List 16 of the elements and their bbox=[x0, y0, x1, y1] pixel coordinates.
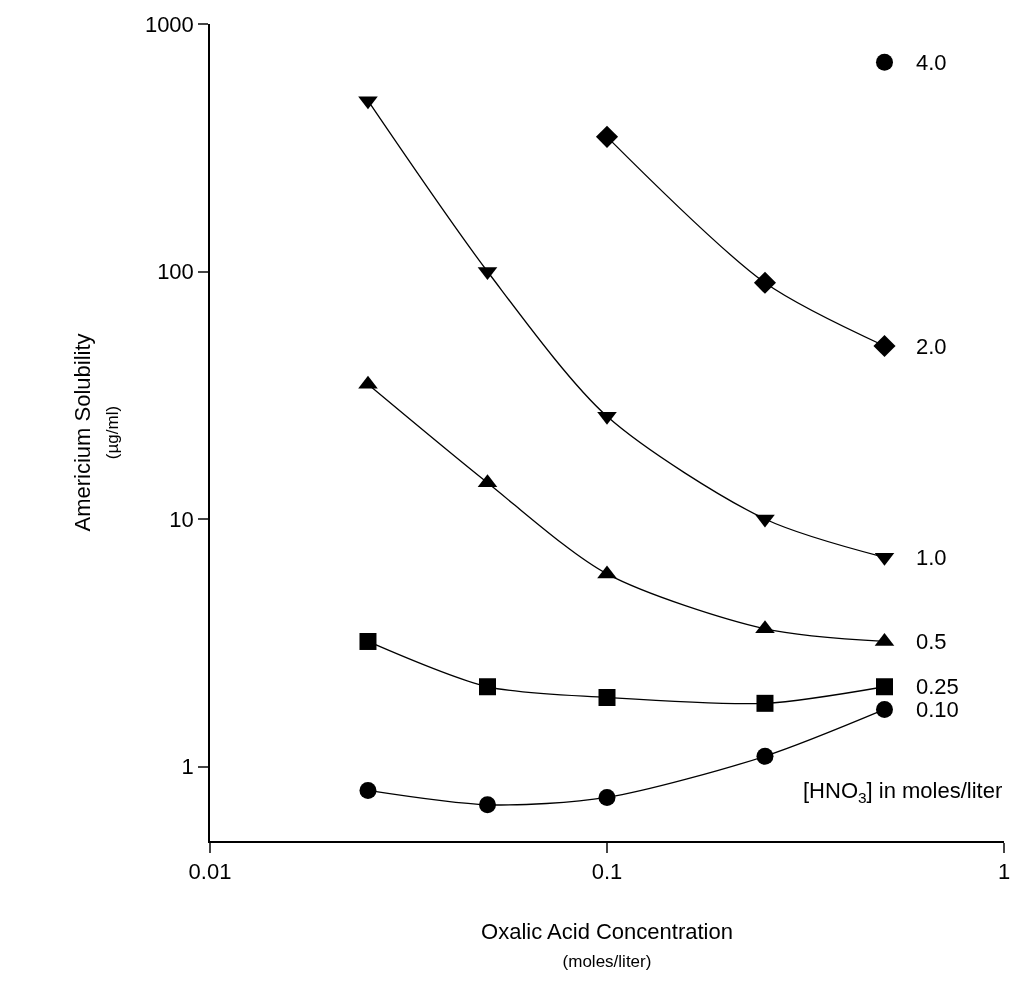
series-label: 0.25 bbox=[916, 674, 959, 699]
series-label: 0.10 bbox=[916, 697, 959, 722]
y-axis-title: Americium Solubility (µg/ml) bbox=[69, 333, 123, 532]
x-tick-label: 0.1 bbox=[591, 859, 623, 885]
y-tick-label: 10 bbox=[169, 506, 194, 532]
y-tick-label: 100 bbox=[157, 259, 194, 285]
x-tick-label: 1 bbox=[997, 859, 1011, 885]
series-label: 2.0 bbox=[916, 334, 947, 359]
series-label: 0.5 bbox=[916, 629, 947, 654]
x-axis-title: Oxalic Acid Concentration (moles/liter) bbox=[481, 918, 733, 972]
x-tick-label: 0.01 bbox=[188, 859, 232, 885]
annotation: [HNO$_{3}$] in moles/liter bbox=[803, 778, 1003, 806]
series-label: 4.0 bbox=[916, 50, 947, 75]
series-label: 1.0 bbox=[916, 545, 947, 570]
y-tick-label: 1000 bbox=[144, 11, 194, 37]
y-tick-label: 1 bbox=[181, 754, 194, 780]
